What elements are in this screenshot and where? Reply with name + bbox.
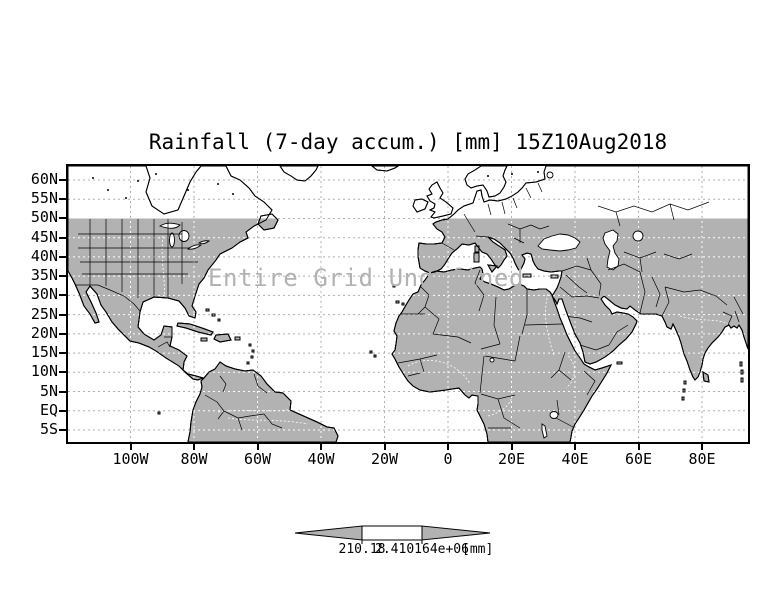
lat-tick — [59, 179, 67, 181]
country-borders — [76, 182, 744, 431]
colorbar-right-arrow — [421, 525, 491, 541]
lon-tick — [574, 444, 576, 450]
lon-tick-label: 40E — [561, 450, 589, 468]
lon-tick — [383, 444, 386, 450]
lat-tick-label: 10N — [30, 362, 58, 381]
rivers — [161, 235, 729, 425]
lat-tick — [59, 390, 67, 393]
lon-tick — [637, 444, 640, 450]
lat-tick — [59, 217, 67, 220]
map-frame — [66, 164, 750, 444]
lon-tick — [129, 444, 132, 450]
colorbar-right-label: 2.410164e+06 — [375, 542, 469, 557]
lon-tick — [510, 444, 513, 450]
lat-tick-label: EQ — [39, 400, 58, 419]
lon-tick-label: 80E — [688, 450, 716, 468]
lat-tick-label: 35N — [30, 266, 58, 285]
lat-tick-label: 45N — [30, 227, 58, 246]
lat-tick — [59, 294, 67, 297]
lat-tick — [59, 198, 67, 201]
lat-tick-label: 20N — [30, 323, 58, 342]
lat-tick — [59, 332, 67, 335]
lat-tick — [59, 275, 67, 278]
overlay-message: Entire Grid Undefined — [208, 264, 525, 292]
colorbar-left-label: 210.18 — [338, 542, 386, 557]
lon-tick-label: 0 — [443, 450, 453, 468]
small-lakes-dots — [92, 171, 539, 199]
lat-tick — [59, 313, 67, 316]
lat-tick — [59, 371, 67, 374]
lat-tick-label: 15N — [30, 343, 58, 362]
lat-tick-label: 55N — [30, 189, 58, 208]
lat-tick — [59, 352, 67, 355]
lon-tick-label: 20E — [497, 450, 526, 468]
lat-tick — [59, 428, 67, 431]
lon-tick-label: 60E — [624, 450, 653, 468]
lakes — [158, 171, 644, 439]
lon-tick-label: 100W — [112, 450, 149, 468]
lat-tick-label: 5S — [39, 419, 58, 438]
lat-tick-label: 60N — [30, 170, 58, 188]
lon-tick — [256, 444, 259, 450]
lat-tick — [59, 409, 67, 412]
lon-tick — [447, 444, 449, 450]
colorbar-units-label: [mm] — [462, 542, 494, 557]
colorbar — [294, 525, 491, 544]
lat-tick-label: 5N — [39, 381, 58, 400]
lon-tick — [701, 444, 703, 450]
lat-tick-label: 25N — [30, 304, 58, 323]
lat-tick-label: 50N — [30, 208, 58, 227]
plot-title: Rainfall (7-day accum.) [mm] 15Z10Aug201… — [148, 130, 668, 154]
world-map — [68, 166, 748, 442]
lon-tick — [320, 444, 322, 450]
lat-tick-label: 30N — [30, 285, 58, 304]
colorbar-left-arrow — [294, 525, 363, 541]
lon-tick-label: 20W — [370, 450, 399, 468]
colorbar-mid-cell — [361, 525, 423, 541]
lon-tick-label: 80W — [180, 450, 208, 468]
lon-tick — [193, 444, 195, 450]
lat-tick-label: 40N — [30, 246, 58, 265]
lat-tick — [59, 255, 67, 258]
lat-tick — [59, 236, 67, 239]
lon-tick-label: 40W — [307, 450, 335, 468]
lon-tick-label: 60W — [243, 450, 272, 468]
